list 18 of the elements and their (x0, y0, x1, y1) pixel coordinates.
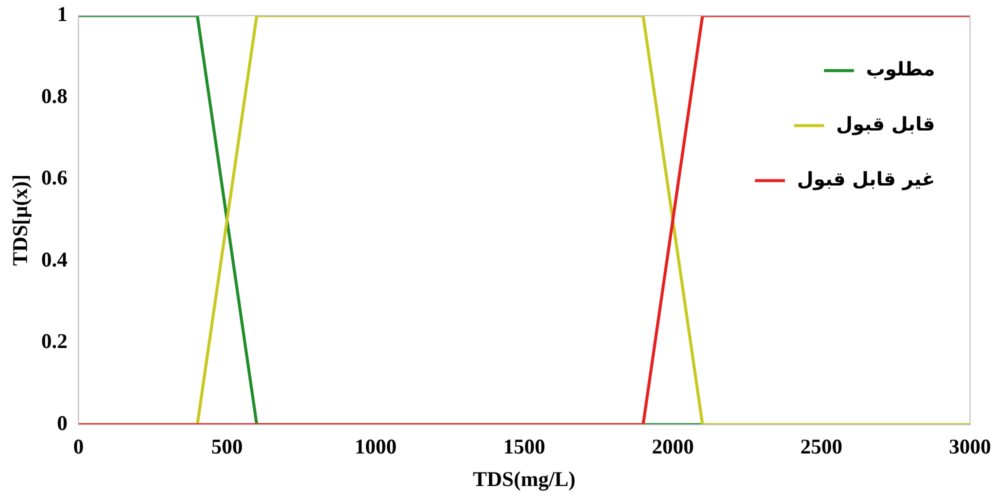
legend-label: قابل قبول (836, 114, 935, 136)
y-tick-label: 0.2 (41, 329, 68, 354)
legend-label: غیر قابل قبول (796, 168, 935, 191)
x-tick-label: 2500 (800, 434, 842, 459)
x-tick-label: 3000 (949, 434, 991, 459)
y-tick-label: 0 (56, 411, 68, 436)
x-tick-label: 0 (73, 434, 84, 459)
y-tick-label: 0.6 (41, 166, 68, 190)
y-axis-title: TDS[µ(x)] (8, 174, 32, 266)
y-tick-label: 0.4 (41, 247, 68, 272)
x-tick-label: 500 (211, 434, 243, 459)
legend-label: مطلوب (866, 58, 935, 81)
x-axis-title: TDS(mg/L) (472, 466, 576, 491)
y-tick-label: 1 (56, 2, 68, 26)
x-tick-label: 1500 (503, 434, 546, 459)
x-tick-label: 2000 (652, 434, 694, 459)
y-tick-label: 0.8 (41, 84, 68, 108)
x-tick-label: 1000 (354, 434, 397, 459)
